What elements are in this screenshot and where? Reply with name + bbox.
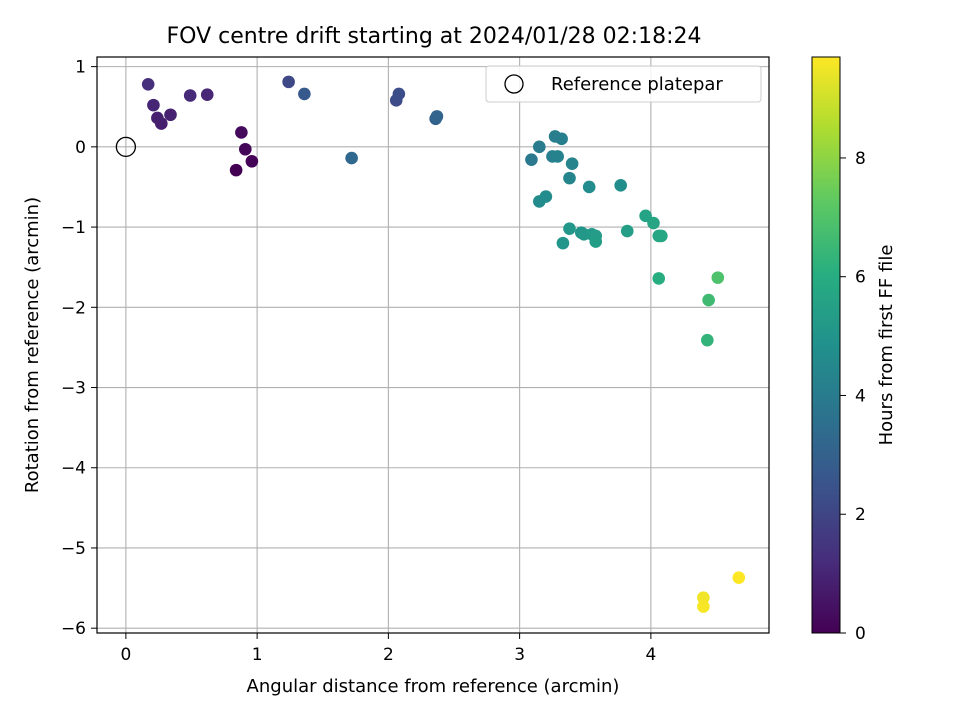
x-tick-label: 4 — [645, 645, 656, 665]
data-point — [525, 153, 538, 166]
data-point — [652, 272, 666, 285]
data-point — [164, 108, 177, 122]
reference-layer — [115, 136, 137, 157]
data-point — [563, 222, 576, 235]
data-point — [582, 180, 596, 194]
data-point — [183, 89, 197, 102]
data-point — [614, 179, 627, 192]
grid-lines — [97, 57, 769, 633]
data-point — [647, 216, 660, 230]
x-tick-label: 1 — [252, 645, 263, 665]
legend-reference-marker — [504, 74, 524, 94]
colorbar-ticks: 0 2 4 6 8 — [840, 149, 866, 644]
y-tick-label: −5 — [61, 539, 86, 559]
y-tick-label: −4 — [61, 459, 86, 479]
x-tick-label: 3 — [514, 645, 525, 665]
data-point — [732, 571, 746, 584]
data-point — [565, 157, 579, 170]
data-point — [702, 293, 715, 307]
data-point — [200, 88, 214, 102]
data-point — [701, 333, 714, 347]
data-point — [589, 235, 603, 248]
legend-box — [485, 65, 762, 103]
data-point — [711, 271, 725, 284]
y-tick-label: −2 — [61, 298, 86, 318]
data-point — [620, 224, 634, 238]
data-point — [239, 142, 252, 156]
data-point — [697, 591, 710, 605]
x-axis-label: Angular distance from reference (arcmin) — [247, 676, 620, 697]
x-tick-label: 2 — [383, 645, 394, 665]
y-axis-label: Rotation from reference (arcmin) — [22, 197, 43, 493]
colorbar-label: Hours from first FF file — [876, 245, 897, 446]
data-point — [151, 111, 164, 125]
legend: Reference platepar — [485, 65, 762, 103]
colorbar-tick-label: 0 — [855, 624, 866, 644]
colorbar-tick-label: 6 — [855, 268, 866, 288]
y-tick-label: 0 — [75, 138, 86, 158]
data-point — [539, 190, 553, 203]
data-point — [551, 150, 564, 163]
data-point — [555, 132, 568, 146]
data-point — [556, 236, 570, 250]
y-tick-label: 1 — [75, 58, 86, 78]
data-point — [235, 126, 248, 139]
chart-title: FOV centre drift starting at 2024/01/28 … — [167, 24, 702, 49]
data-point — [141, 77, 155, 91]
colorbar — [811, 56, 841, 634]
y-tick-label: −1 — [61, 218, 86, 238]
y-tick-label: −6 — [61, 619, 86, 639]
data-point — [229, 163, 243, 177]
data-point — [533, 140, 546, 154]
data-point — [655, 229, 668, 243]
data-point — [282, 75, 295, 89]
colorbar-tick-label: 4 — [855, 386, 866, 406]
legend-reference-label: Reference platepar — [551, 74, 723, 95]
data-point — [345, 151, 358, 165]
y-tick-label: −3 — [61, 379, 86, 399]
data-point — [563, 171, 576, 185]
x-axis-ticks: 0 1 2 3 4 — [120, 633, 656, 665]
data-point — [245, 154, 259, 168]
reference-platepar-marker — [115, 136, 137, 157]
x-tick-label: 0 — [120, 645, 131, 665]
data-point — [697, 600, 710, 613]
data-points — [141, 75, 746, 613]
y-axis-ticks: 1 0 −1 −2 −3 −4 −5 −6 — [61, 58, 97, 639]
data-point — [147, 98, 160, 112]
colorbar-tick-label: 2 — [855, 505, 866, 525]
data-point — [430, 110, 444, 123]
plot-frame — [96, 56, 770, 634]
data-point — [392, 87, 406, 101]
data-point — [298, 87, 311, 101]
colorbar-tick-label: 8 — [855, 149, 866, 169]
